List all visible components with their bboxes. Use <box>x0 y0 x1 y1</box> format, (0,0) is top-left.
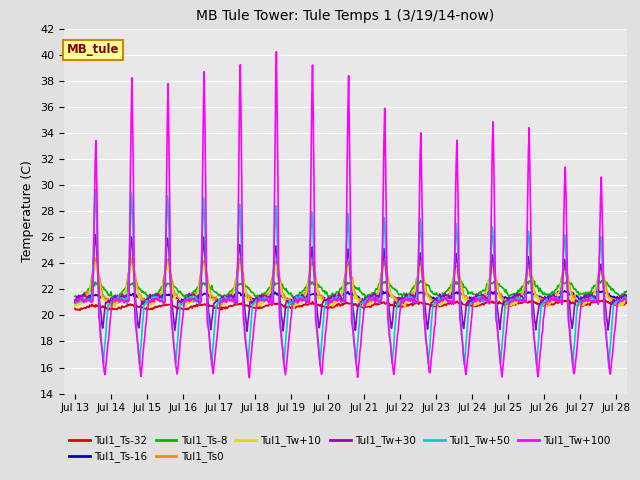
Text: MB_tule: MB_tule <box>67 43 119 56</box>
Y-axis label: Temperature (C): Temperature (C) <box>22 160 35 262</box>
Title: MB Tule Tower: Tule Temps 1 (3/19/14-now): MB Tule Tower: Tule Temps 1 (3/19/14-now… <box>196 10 495 24</box>
Legend: Tul1_Ts-32, Tul1_Ts-16, Tul1_Ts-8, Tul1_Ts0, Tul1_Tw+10, Tul1_Tw+30, Tul1_Tw+50,: Tul1_Ts-32, Tul1_Ts-16, Tul1_Ts-8, Tul1_… <box>69 435 611 462</box>
